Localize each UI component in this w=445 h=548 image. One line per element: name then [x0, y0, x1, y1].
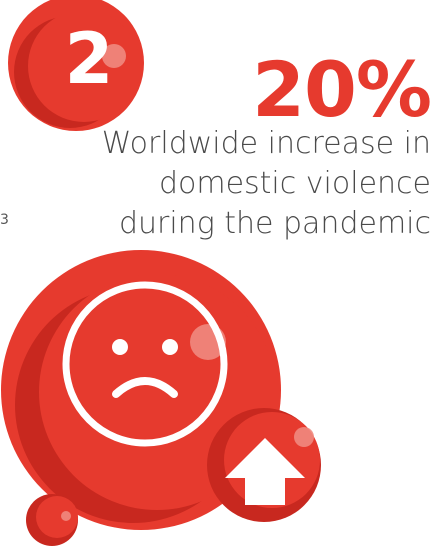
sad-face-icon [62, 281, 228, 447]
stat-description: Worldwide increase in domestic violence … [101, 126, 431, 241]
arrow-up-icon [225, 438, 305, 505]
small-bubble [26, 494, 78, 546]
step-number: 2 [64, 18, 114, 100]
step-bubble [8, 0, 144, 131]
stray-mark: 3 [0, 212, 9, 228]
stat-percentage: 20% [252, 45, 432, 134]
